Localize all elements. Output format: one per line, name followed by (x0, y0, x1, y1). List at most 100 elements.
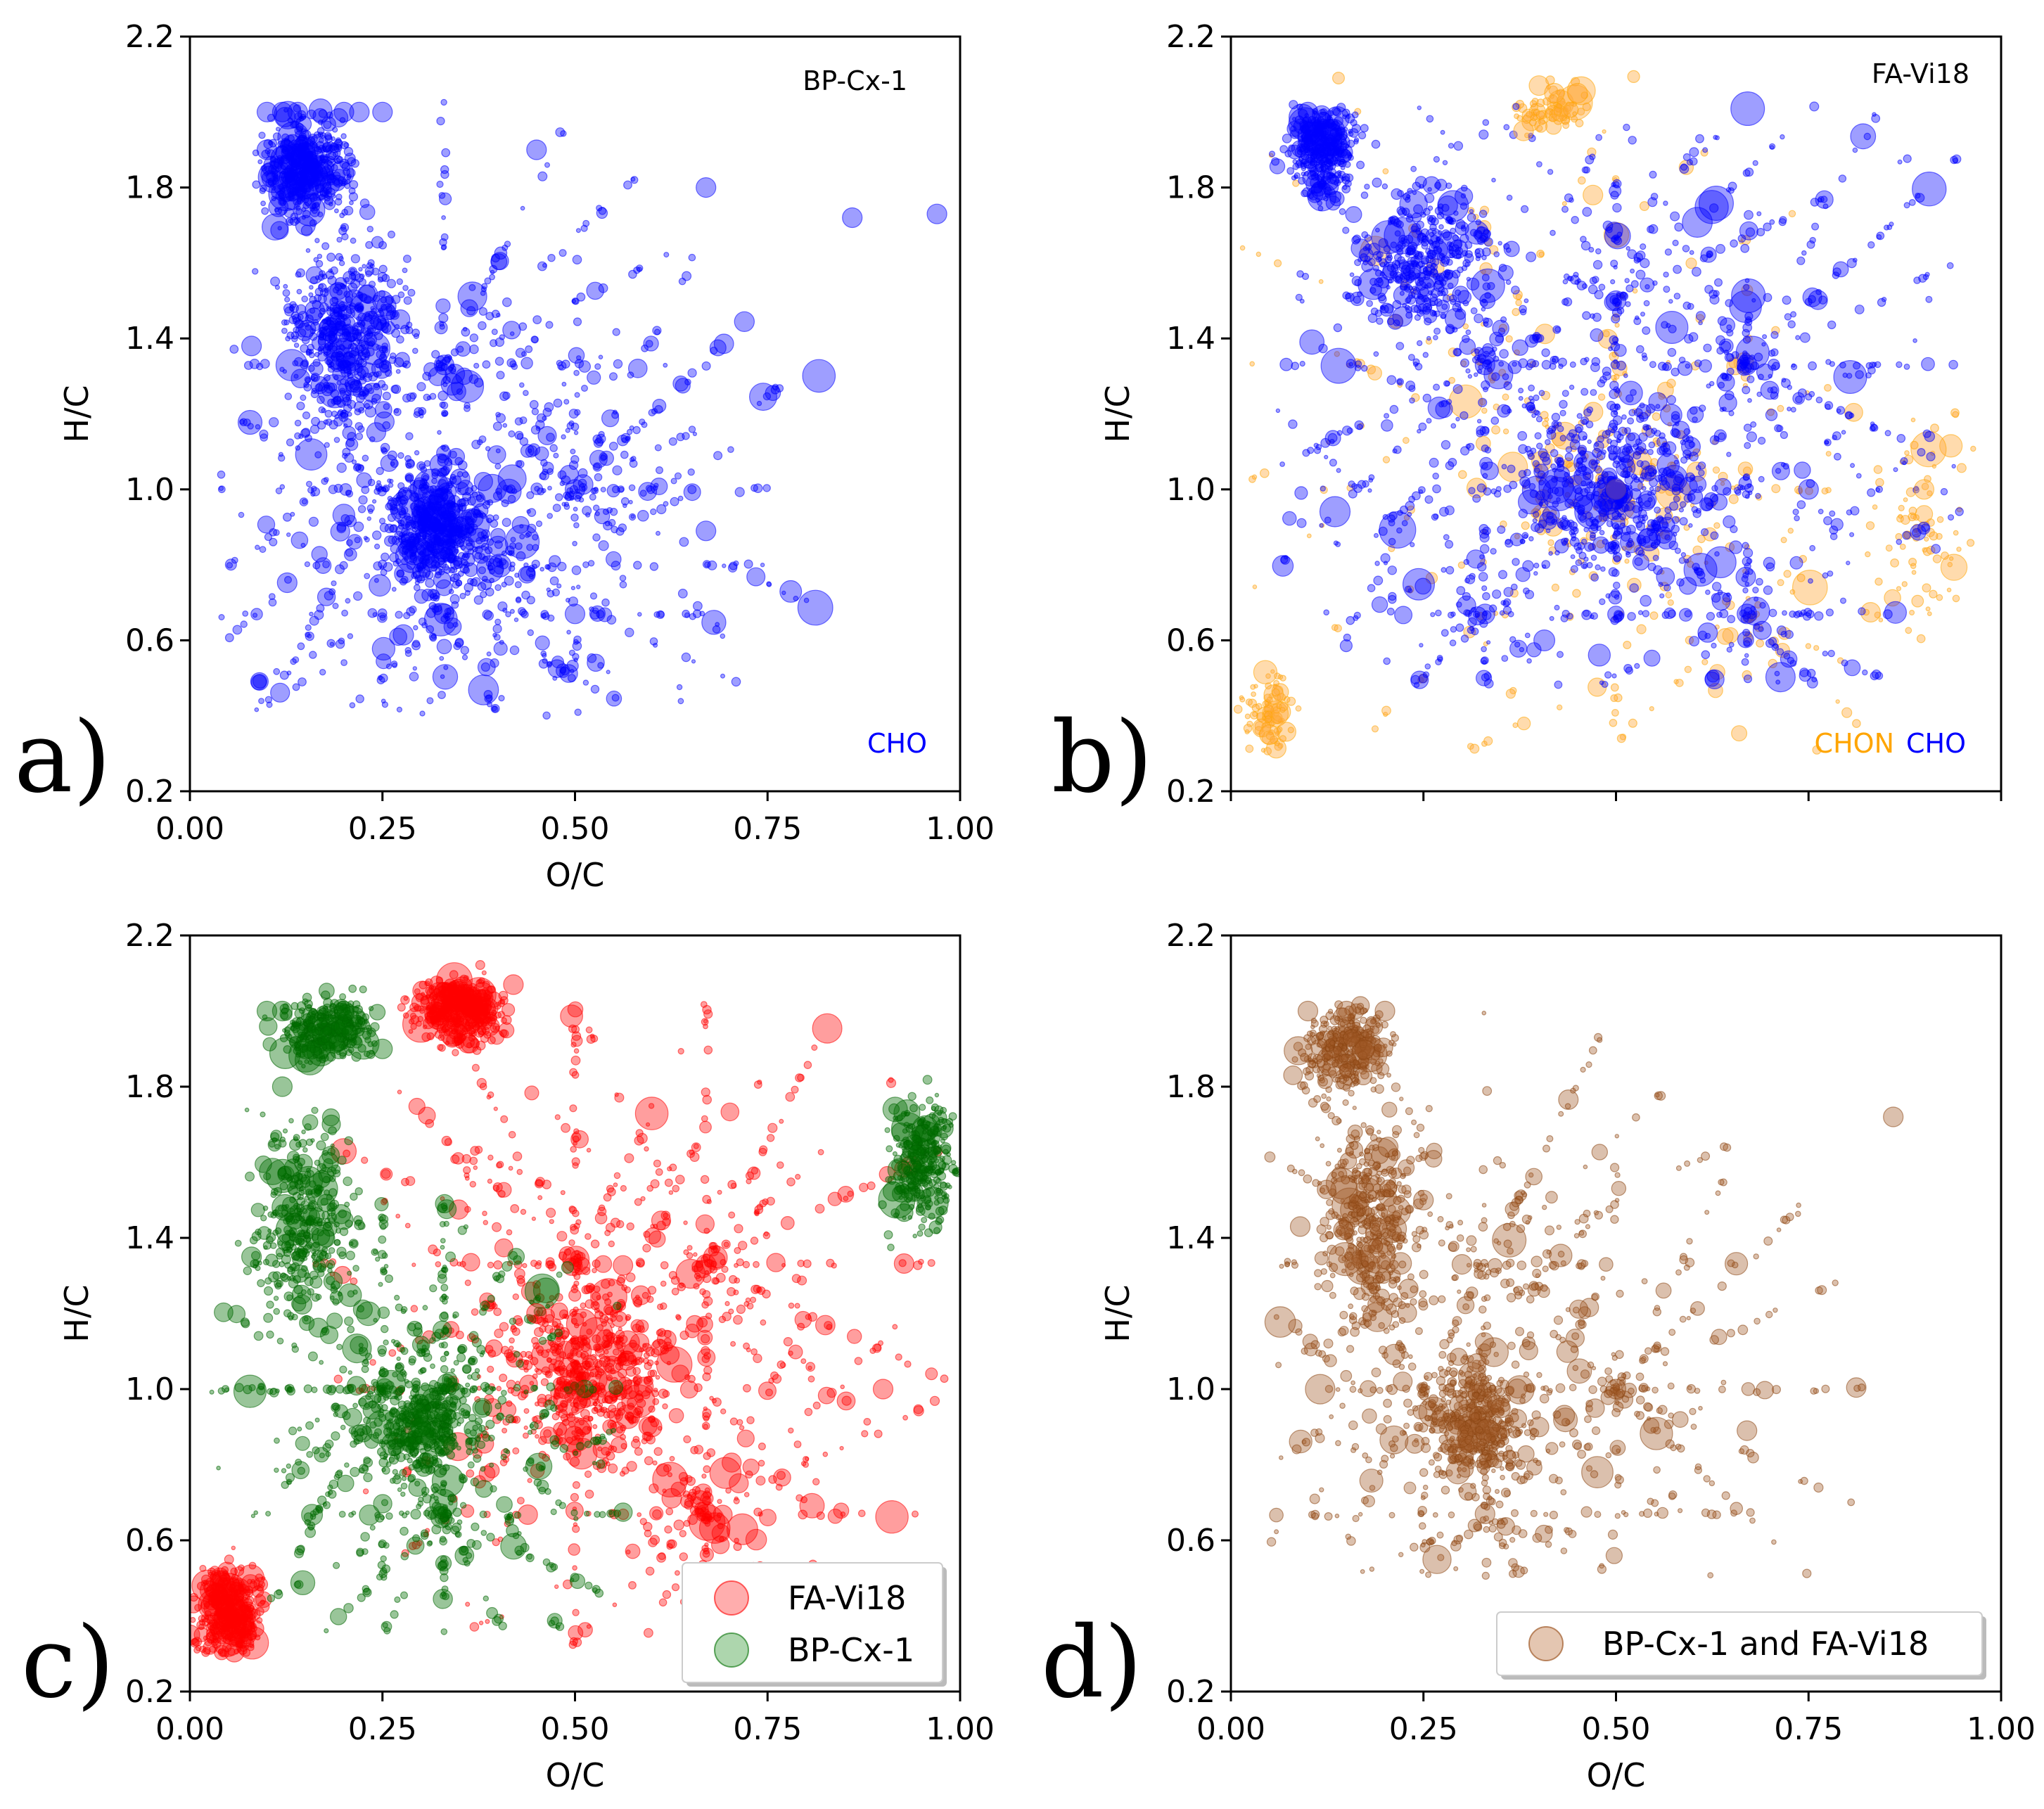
data-point (445, 548, 452, 556)
data-point (1386, 607, 1395, 615)
data-point (734, 487, 745, 497)
data-point (1838, 174, 1847, 183)
data-point (403, 255, 411, 263)
data-point (386, 279, 397, 288)
data-point (346, 174, 352, 180)
data-point (455, 341, 471, 357)
data-point (1372, 177, 1382, 188)
data-point (1808, 578, 1813, 584)
data-point (419, 710, 426, 717)
data-point (313, 257, 319, 263)
data-point (404, 454, 411, 462)
data-point (294, 136, 309, 152)
data-point (460, 299, 478, 317)
data-point (1850, 463, 1855, 468)
data-point (1642, 326, 1651, 335)
data-point (293, 373, 299, 379)
data-point (1908, 506, 1917, 516)
data-point (440, 548, 446, 554)
data-point (537, 171, 548, 181)
data-point (441, 215, 446, 220)
data-point (375, 483, 383, 491)
data-point (1473, 372, 1478, 377)
data-point (1903, 154, 1912, 163)
data-point (440, 486, 449, 494)
data-point (431, 506, 440, 515)
data-point (1558, 357, 1568, 367)
data-point (549, 576, 559, 586)
data-point (290, 531, 309, 549)
data-point (526, 509, 531, 514)
data-point (303, 381, 309, 388)
data-point (494, 246, 508, 260)
data-point (433, 493, 444, 504)
data-point (440, 165, 449, 174)
data-point (1858, 607, 1866, 615)
data-point (439, 656, 445, 661)
data-point (1939, 434, 1963, 458)
data-point (1743, 675, 1753, 684)
data-point (1688, 523, 1693, 528)
data-point (1476, 562, 1487, 572)
data-point (1896, 539, 1903, 545)
group-label: CHO (867, 728, 927, 759)
data-point (413, 570, 421, 579)
data-point (392, 560, 400, 567)
data-point (270, 682, 290, 703)
data-point (574, 409, 581, 416)
data-point (574, 708, 582, 716)
data-point (1260, 468, 1270, 478)
data-point (336, 193, 343, 200)
data-point (1716, 243, 1726, 254)
data-point (1852, 719, 1861, 728)
data-point (482, 501, 491, 509)
data-point (727, 446, 734, 453)
data-point (347, 431, 357, 442)
data-point (469, 333, 479, 343)
data-point (1233, 705, 1243, 714)
data-point (573, 506, 578, 512)
data-point (502, 321, 521, 340)
data-point (1583, 610, 1590, 618)
data-point (679, 537, 689, 547)
data-point (382, 421, 391, 430)
data-point (396, 278, 404, 286)
data-point (781, 590, 786, 596)
data-point (605, 551, 622, 568)
data-point (1824, 401, 1834, 410)
data-point (305, 300, 325, 321)
data-point (446, 528, 466, 549)
data-point (675, 378, 691, 394)
data-point (623, 180, 632, 190)
data-point (1832, 431, 1841, 440)
data-point (1546, 428, 1553, 435)
data-point (1640, 519, 1646, 525)
data-point (281, 133, 290, 142)
data-point (1374, 227, 1380, 233)
data-point (1535, 110, 1545, 120)
data-point (557, 361, 567, 371)
data-point (325, 270, 335, 280)
data-point (485, 312, 494, 321)
data-point (333, 437, 340, 443)
data-point (1433, 383, 1441, 391)
data-point (1416, 340, 1423, 347)
data-point (553, 398, 563, 408)
data-point (1640, 594, 1652, 607)
data-point (389, 478, 394, 484)
data-point (310, 390, 319, 399)
data-point (1432, 484, 1441, 494)
data-point (292, 360, 299, 366)
data-point (445, 612, 452, 618)
data-point (1481, 380, 1490, 390)
data-point (1593, 440, 1604, 452)
data-point (1405, 501, 1415, 511)
data-point (1630, 268, 1635, 274)
data-point (1796, 256, 1806, 265)
data-point (317, 587, 336, 606)
data-point (381, 345, 388, 352)
data-point (365, 241, 373, 249)
data-point (601, 598, 610, 607)
data-point (319, 155, 326, 160)
data-point (1649, 705, 1654, 712)
